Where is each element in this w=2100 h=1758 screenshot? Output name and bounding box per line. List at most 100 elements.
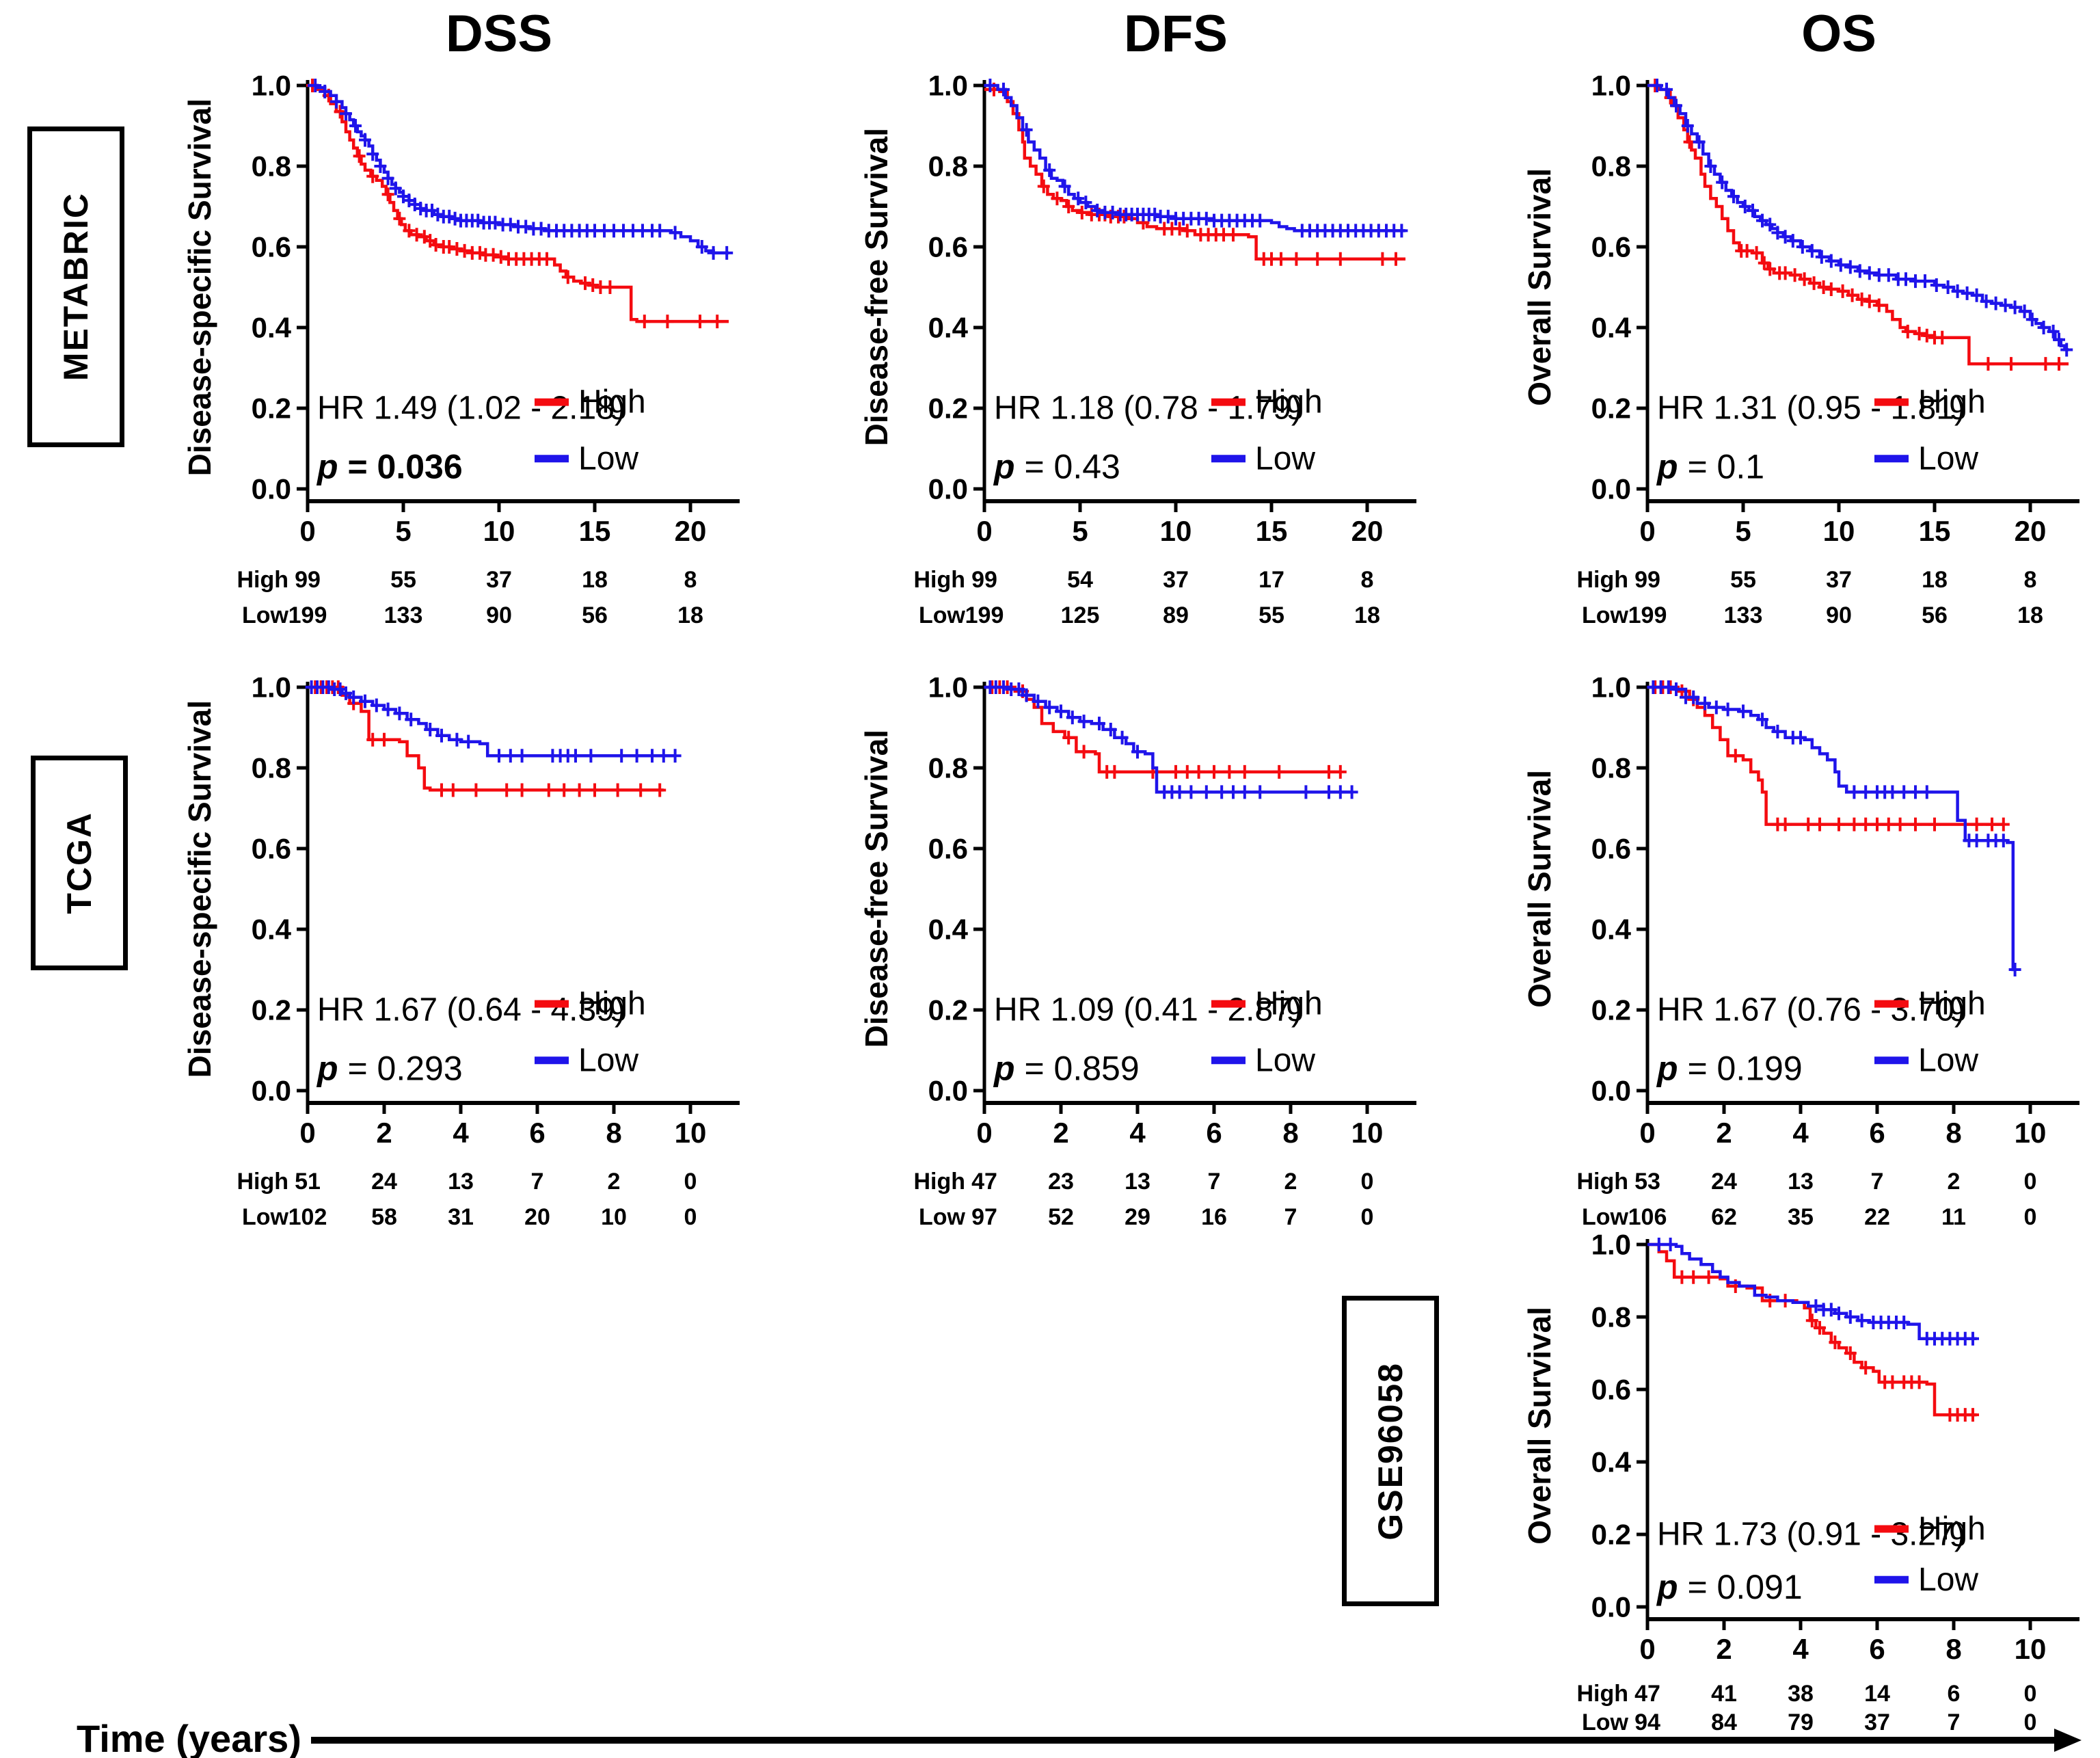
risk-count: 37 <box>1864 1709 1890 1735</box>
censor-mark <box>1771 226 1784 240</box>
risk-count: 7 <box>1947 1709 1961 1735</box>
risk-count: 55 <box>390 567 416 593</box>
censor-mark <box>1185 785 1198 799</box>
legend-label-high: High <box>1918 1511 1986 1547</box>
censor-mark <box>450 732 463 747</box>
row-label-metabric: METABRIC <box>57 192 95 382</box>
legend-label-high: High <box>578 986 646 1022</box>
censor-mark <box>657 749 670 763</box>
censor-mark <box>654 783 667 797</box>
y-tick-label: 1.0 <box>928 70 968 102</box>
censor-mark <box>1148 207 1161 222</box>
legend-label-low: Low <box>1255 1042 1315 1078</box>
censor-mark <box>393 211 406 226</box>
y-tick-label: 1.0 <box>252 671 291 704</box>
y-axis-title: Disease-free Survival <box>858 85 895 489</box>
row-label-box-gse96058: GSE96058 <box>1342 1296 1439 1606</box>
y-tick-label: 0.6 <box>1591 1374 1631 1406</box>
censor-mark <box>1980 294 1993 308</box>
censor-mark <box>1323 785 1335 799</box>
x-tick-label: 5 <box>395 515 411 547</box>
p-value-annotation: p = 0.43 <box>993 448 1120 486</box>
y-tick-label: 0.0 <box>1591 473 1631 505</box>
y-axis-title-text: Disease-free Survival <box>859 128 894 447</box>
risk-count: 24 <box>1711 1169 1737 1195</box>
censor-mark <box>359 133 371 147</box>
censor-mark <box>579 276 591 291</box>
risk-row-label-high: High <box>237 1169 288 1195</box>
censor-marks-low <box>309 79 733 260</box>
censor-mark <box>1051 191 1064 206</box>
censor-mark <box>1075 205 1088 219</box>
censor-mark <box>1786 234 1799 248</box>
censor-mark <box>634 783 647 797</box>
censor-mark <box>584 749 597 763</box>
censor-mark <box>1771 724 1784 738</box>
censor-mark <box>366 147 379 161</box>
censor-mark <box>414 201 427 215</box>
column-title-dfs: DFS <box>1124 5 1228 63</box>
censor-mark <box>1043 163 1056 177</box>
risk-count: 18 <box>2017 602 2043 628</box>
censor-mark <box>1334 785 1347 799</box>
x-tick-label: 20 <box>675 515 707 547</box>
censor-mark <box>1670 682 1682 696</box>
censor-mark <box>1687 1270 1700 1284</box>
risk-count: 0 <box>1360 1204 1374 1230</box>
censor-mark <box>504 217 517 232</box>
x-tick-label: 2 <box>376 1117 392 1149</box>
censor-mark <box>561 270 574 284</box>
censor-mark <box>1844 260 1857 274</box>
risk-count: 35 <box>1788 1204 1814 1230</box>
y-tick-label: 0.0 <box>252 473 291 505</box>
censor-mark <box>1055 704 1067 719</box>
x-tick-label: 0 <box>299 515 315 547</box>
censor-mark <box>1699 696 1711 710</box>
censor-mark <box>535 222 548 236</box>
censor-mark <box>1855 292 1868 306</box>
risk-count: 89 <box>1163 602 1189 628</box>
risk-count: 2 <box>1284 1169 1297 1195</box>
row-label-tcga: TCGA <box>60 812 98 914</box>
km-panel-metabric-dfs: Disease-free Survival 0.0 0.2 0.4 0.6 0.8 1.0 0… <box>858 58 1421 646</box>
risk-count: 18 <box>1922 567 1948 593</box>
x-tick-label: 0 <box>976 1117 992 1149</box>
survival-curve-low <box>308 685 675 758</box>
censor-mark <box>2025 312 2038 327</box>
risk-count: 16 <box>1201 1204 1227 1230</box>
x-tick-label: 0 <box>976 515 992 547</box>
censor-mark <box>1805 243 1818 258</box>
censor-mark <box>1716 175 1729 189</box>
censor-mark <box>1173 222 1186 236</box>
censor-mark <box>389 181 402 196</box>
risk-count: 31 <box>448 1204 474 1230</box>
censor-mark <box>669 226 682 240</box>
censor-mark <box>646 749 658 763</box>
risk-count: 125 <box>1060 602 1100 628</box>
x-tick-label: 0 <box>1639 1633 1655 1665</box>
risk-count: 199 <box>965 602 1004 628</box>
y-tick-label: 0.2 <box>1591 1519 1631 1551</box>
censor-mark <box>1273 764 1286 779</box>
p-value-text: = 0.1 <box>1678 448 1765 486</box>
censor-mark <box>2037 321 2050 334</box>
censor-mark <box>1727 189 1740 204</box>
p-value-annotation: p = 0.293 <box>316 1050 463 1088</box>
p-symbol: p <box>1656 1568 1678 1606</box>
censor-mark <box>1227 785 1239 799</box>
censor-mark <box>1702 1270 1715 1284</box>
censor-mark <box>1967 1331 1979 1346</box>
censor-mark <box>334 105 347 119</box>
risk-count: 97 <box>971 1204 997 1230</box>
censor-mark <box>997 680 1010 694</box>
censor-mark <box>1161 209 1174 224</box>
censor-mark <box>1681 119 1694 133</box>
y-axis-title: Overall Survival <box>1521 687 1558 1091</box>
censor-mark <box>541 252 553 266</box>
censor-mark <box>1807 276 1820 291</box>
censor-mark <box>435 728 448 743</box>
censor-mark <box>1825 1303 1838 1317</box>
censor-mark <box>431 207 444 222</box>
censor-mark <box>1779 266 1792 280</box>
censor-mark <box>349 119 362 133</box>
